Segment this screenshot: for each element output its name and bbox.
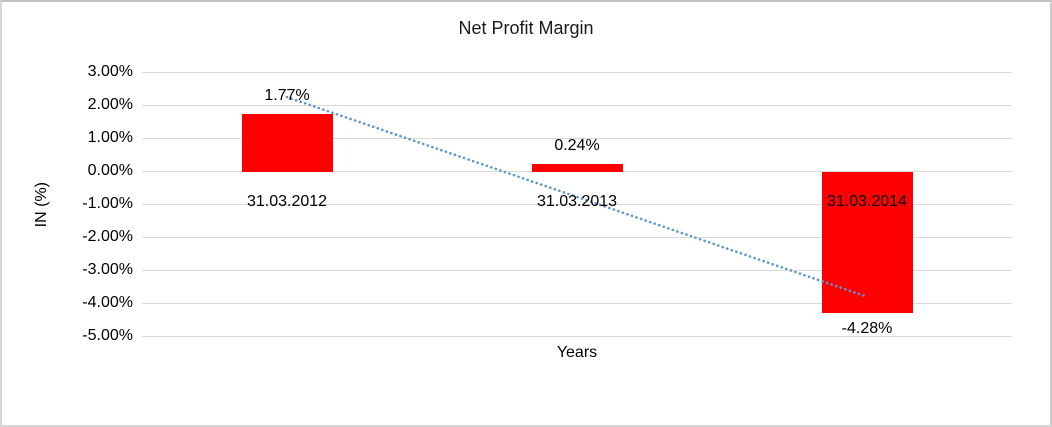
- gridline: [142, 237, 1012, 238]
- gridline: [142, 270, 1012, 271]
- y-tick-label: 0.00%: [87, 162, 133, 179]
- y-tick-label: -2.00%: [82, 228, 133, 245]
- chart-title: Net Profit Margin: [458, 18, 594, 38]
- trendline: [285, 95, 869, 299]
- bar-31.03.2014: [821, 172, 913, 314]
- bar-data-label: 1.77%: [264, 86, 310, 104]
- plot-area: 1.77% 31.03.2012 0.24% 31.03.2013 -4.28% 31.0…: [142, 72, 1012, 338]
- y-tick-label: -4.00%: [82, 294, 133, 311]
- gridline: [142, 138, 1012, 139]
- y-tick-label: 2.00%: [87, 96, 133, 113]
- y-tick-label: -3.00%: [82, 261, 133, 278]
- y-tick-label: -5.00%: [82, 327, 133, 344]
- y-tick-label: -1.00%: [82, 195, 133, 212]
- category-label: 31.03.2012: [246, 193, 328, 210]
- gridline: [142, 303, 1012, 304]
- gridline: [142, 105, 1012, 106]
- bar-data-label: -4.28%: [841, 320, 893, 338]
- bar-data-label: 0.24%: [554, 137, 600, 155]
- category-label: 31.03.2014: [826, 193, 908, 210]
- gridline: [142, 336, 1012, 337]
- gridline: [142, 204, 1012, 205]
- bar-31.03.2012: [241, 113, 333, 172]
- y-tick-label: 1.00%: [87, 129, 133, 146]
- x-axis-title: Years: [556, 344, 598, 361]
- category-label: 31.03.2013: [536, 193, 618, 210]
- y-tick-label: 3.00%: [87, 63, 133, 80]
- gridline: [142, 72, 1012, 73]
- bar-31.03.2013: [531, 164, 623, 172]
